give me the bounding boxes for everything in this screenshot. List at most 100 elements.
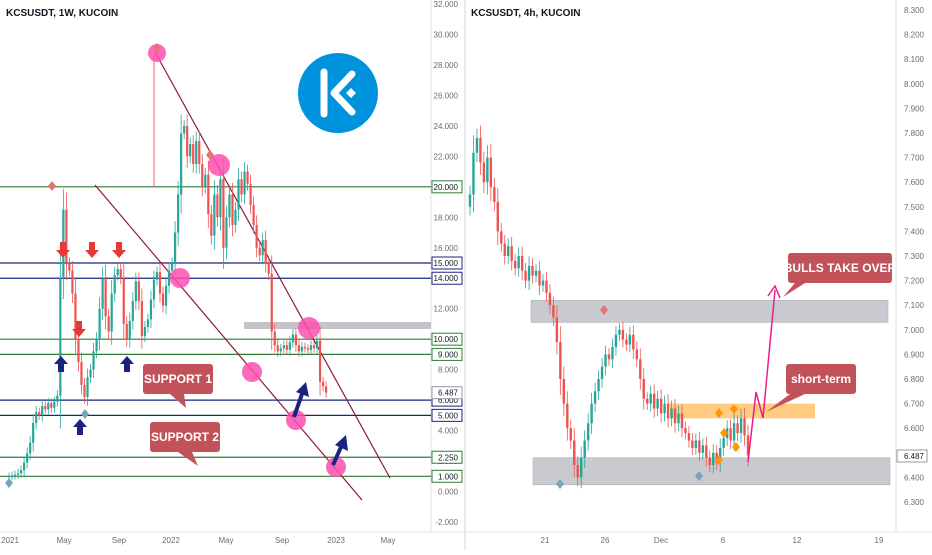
left-time-scale[interactable]: 2021 May Sep 2022 May Sep 2023 May — [1, 536, 395, 545]
pivot-diamond — [206, 150, 214, 160]
y-tick-label: 6.400 — [904, 473, 925, 482]
support-2-label: SUPPORT 2 — [151, 430, 219, 444]
level-badge-label: 2.250 — [438, 453, 459, 462]
candle-body — [261, 240, 264, 256]
candle-body — [140, 301, 143, 337]
support-1-callout: SUPPORT 1 — [143, 364, 213, 408]
y-tick-label: 28.000 — [434, 61, 459, 70]
candle-body — [562, 379, 566, 404]
candle-body — [312, 345, 316, 349]
x-tick-label: May — [380, 536, 395, 545]
candle-body — [183, 125, 186, 134]
candle-body — [192, 144, 195, 164]
candle-body — [146, 319, 150, 327]
candle-body — [635, 349, 638, 360]
candle-body — [705, 445, 708, 458]
candle-body — [270, 273, 273, 332]
y-tick-label: 7.800 — [904, 129, 925, 138]
candle-body — [249, 183, 252, 206]
candle-body — [639, 359, 642, 379]
pivot-diamond — [730, 404, 738, 414]
blue-up-arrow-icon — [54, 356, 68, 372]
candle-body — [29, 442, 32, 454]
candle-body — [258, 247, 261, 256]
candle-body — [225, 217, 228, 248]
candle-body — [198, 141, 201, 164]
y-tick-label: 6.700 — [904, 400, 925, 409]
highlight-circle — [242, 362, 262, 382]
red-down-arrow-icon — [85, 242, 99, 258]
candle-body — [77, 339, 80, 363]
blue-up-arrow-icon — [120, 356, 134, 372]
candle-body — [701, 445, 705, 453]
candle-body — [573, 440, 576, 466]
candle-body — [569, 428, 572, 441]
short-term-label: short-term — [791, 372, 851, 386]
candle-body — [652, 393, 656, 409]
right-price-scale[interactable]: 8.300 8.200 8.100 8.000 7.900 7.800 7.700 7.600… — [904, 6, 925, 507]
candle-body — [38, 412, 41, 416]
candle-body — [10, 475, 14, 477]
candle-body — [65, 209, 68, 263]
candle-body — [472, 152, 475, 195]
candle-body — [559, 342, 562, 379]
x-tick-label: 21 — [541, 536, 550, 545]
left-markers — [5, 43, 348, 488]
y-tick-label: 7.500 — [904, 203, 925, 212]
right-chart-title: KCSUSDT, 4h, KUCOIN — [471, 8, 580, 19]
candle-body — [680, 413, 684, 429]
y-tick-label: 24.000 — [434, 122, 459, 131]
pivot-diamond — [720, 428, 728, 438]
candle-body — [7, 476, 11, 478]
candle-body — [646, 398, 649, 404]
candle-body — [195, 141, 198, 164]
candle-body — [566, 403, 569, 429]
level-badge-box — [431, 450, 463, 464]
candle-body — [538, 270, 541, 286]
candle-body — [231, 194, 234, 225]
candle-body — [285, 345, 288, 350]
y-tick-label: 18.000 — [434, 213, 459, 222]
candle-body — [541, 280, 545, 286]
candle-body — [517, 256, 520, 269]
highlight-circle — [298, 317, 320, 339]
pivot-diamond — [48, 181, 56, 191]
kucoin-logo — [298, 53, 378, 133]
candle-body — [279, 348, 282, 352]
candle-body — [524, 270, 527, 281]
candle-body — [527, 265, 531, 281]
candle-body — [545, 280, 548, 293]
candle-body — [548, 292, 552, 306]
candle-body — [237, 179, 240, 210]
pivot-diamond — [600, 305, 608, 315]
support-2-callout: SUPPORT 2 — [150, 422, 220, 466]
channel-upper-line — [154, 51, 391, 479]
candle-body — [468, 194, 472, 207]
level-badge-label: 14.000 — [434, 274, 459, 283]
y-tick-label: 0.000 — [438, 488, 459, 497]
candle-body — [174, 232, 177, 263]
candle-body — [513, 260, 517, 269]
x-tick-label: May — [218, 536, 233, 545]
highlight-circle — [286, 410, 306, 430]
x-tick-label: 26 — [601, 536, 610, 545]
candle-body — [86, 377, 89, 398]
right-time-scale[interactable]: 21 26 Dec 6 12 19 — [541, 536, 884, 545]
candle-body — [736, 423, 739, 434]
level-badge-label: 5.000 — [438, 411, 459, 420]
candle-body — [131, 301, 134, 321]
candle-body — [170, 263, 174, 271]
y-tick-label: 8.100 — [904, 55, 925, 64]
highlight-circle — [208, 154, 230, 176]
candle-body — [216, 194, 219, 218]
candle-body — [694, 440, 698, 448]
candle-body — [708, 457, 711, 466]
candle-body — [625, 339, 628, 345]
candle-body — [297, 345, 301, 352]
candle-body — [666, 403, 670, 419]
channel-lower-line — [94, 184, 363, 501]
candle-body — [743, 418, 746, 436]
candle-body — [71, 270, 74, 294]
candle-body — [101, 278, 104, 309]
